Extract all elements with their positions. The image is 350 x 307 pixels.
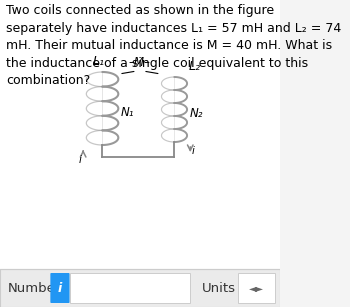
Text: Two coils connected as shown in the figure
separately have inductances L₁ = 57 m: Two coils connected as shown in the figu… [6,4,342,87]
Bar [70,273,190,303]
Text: N₂: N₂ [189,107,203,120]
Text: L₂: L₂ [189,60,201,73]
Text: Number: Number [8,282,61,294]
FancyBboxPatch shape [50,273,70,303]
Text: i: i [192,146,195,156]
Text: N₁: N₁ [121,106,134,119]
Text: L₁: L₁ [93,55,105,68]
Text: i: i [79,155,82,165]
Text: Units: Units [202,282,236,294]
Bar [0,269,280,307]
Text: ◄►: ◄► [249,283,264,293]
Bar [238,273,275,303]
Text: –M–: –M– [129,56,151,69]
FancyBboxPatch shape [0,0,280,269]
Text: i: i [58,282,62,294]
